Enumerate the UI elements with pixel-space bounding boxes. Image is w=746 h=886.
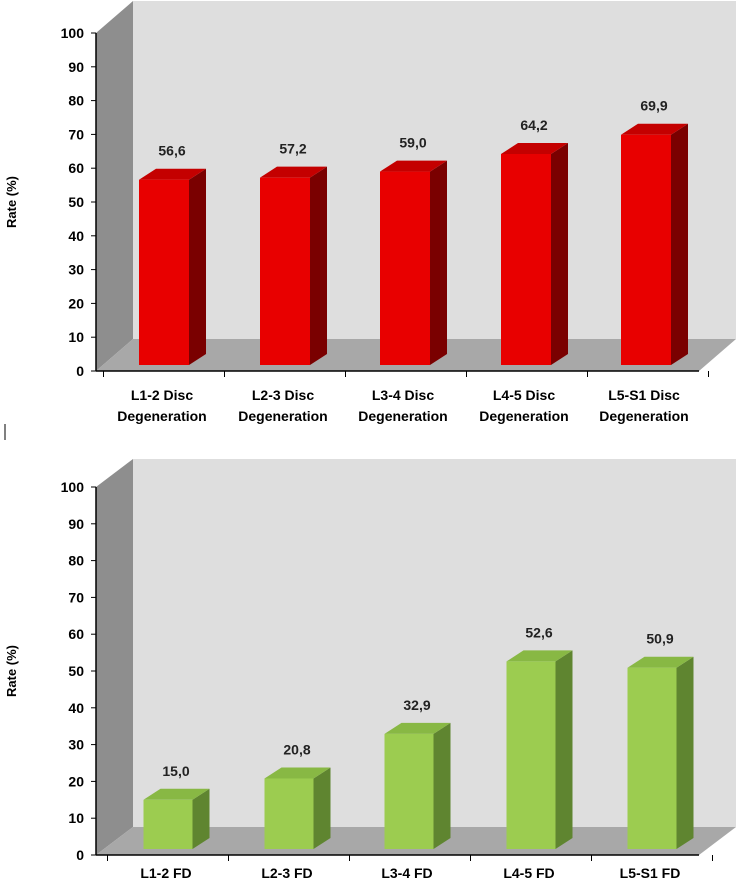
data-label: 50,9 bbox=[646, 631, 673, 647]
bar bbox=[627, 656, 694, 849]
bar-top bbox=[264, 767, 331, 779]
y-axis-label: Rate (%) bbox=[4, 176, 19, 228]
bar bbox=[384, 722, 451, 849]
y-tick-label: 50 bbox=[68, 194, 84, 210]
y-tick-label: 20 bbox=[68, 295, 84, 311]
y-tick-label: 100 bbox=[61, 25, 85, 41]
y-tick-label: 60 bbox=[68, 626, 84, 642]
y-tick-label: 90 bbox=[68, 516, 84, 532]
bar-side bbox=[313, 767, 331, 849]
data-label: 32,9 bbox=[403, 697, 430, 713]
disc-degeneration-chart: 0 10 20 30 40 50 60 70 80 90 100 Rate (%) 56,6 L1-2 D… bbox=[4, 1, 736, 424]
bar-side bbox=[192, 788, 210, 849]
data-label: 52,6 bbox=[525, 624, 552, 640]
x-tick-label: Degeneration bbox=[117, 408, 206, 424]
x-tick-label: Degeneration bbox=[358, 408, 447, 424]
x-tick-label: L1-2 FD bbox=[140, 865, 191, 881]
data-label: 15,0 bbox=[162, 763, 189, 779]
x-tick-label: L3-4 Disc bbox=[372, 387, 434, 403]
x-tick-label: Degeneration bbox=[599, 408, 688, 424]
bar-front bbox=[501, 154, 551, 365]
x-tick-label: L1-2 Disc bbox=[131, 387, 193, 403]
bar-side bbox=[430, 160, 447, 365]
y-tick-label: 40 bbox=[68, 700, 84, 716]
y-tick-label: 50 bbox=[68, 663, 84, 679]
bar-front bbox=[627, 667, 677, 849]
y-tick-label: 60 bbox=[68, 160, 84, 176]
x-tick-label: L2-3 FD bbox=[261, 865, 312, 881]
y-tick-label: 10 bbox=[68, 329, 84, 345]
bar-side bbox=[676, 656, 694, 849]
bar bbox=[143, 788, 210, 849]
data-label: 57,2 bbox=[279, 141, 306, 157]
y-tick-label: 90 bbox=[68, 59, 84, 75]
y-tick-label: 70 bbox=[68, 126, 84, 142]
data-label: 59,0 bbox=[399, 135, 426, 151]
bar-top bbox=[143, 788, 210, 800]
bar-front bbox=[260, 177, 310, 365]
y-tick-label: 30 bbox=[68, 262, 84, 278]
bar-top bbox=[506, 650, 573, 662]
bar-top bbox=[260, 166, 327, 178]
y-tick-label: 0 bbox=[76, 363, 84, 379]
y-tick-label: 20 bbox=[68, 773, 84, 789]
bar bbox=[380, 160, 447, 365]
bar-front bbox=[384, 733, 434, 849]
bar-front bbox=[621, 134, 671, 365]
bar-front bbox=[139, 179, 189, 365]
y-tick-label: 70 bbox=[68, 589, 84, 605]
x-tick-label: L5-S1 Disc bbox=[608, 387, 680, 403]
bar-side bbox=[310, 166, 327, 365]
bar-front bbox=[264, 778, 314, 849]
y-tick-label: 80 bbox=[68, 93, 84, 109]
bar-top bbox=[380, 160, 447, 172]
bar-top bbox=[501, 143, 568, 155]
bar-top bbox=[139, 168, 206, 180]
bar-side bbox=[555, 650, 573, 849]
bar-top bbox=[627, 656, 694, 668]
bar bbox=[506, 650, 573, 849]
bar-top bbox=[384, 722, 451, 734]
x-tick-label: Degeneration bbox=[238, 408, 327, 424]
y-tick-label: 30 bbox=[68, 737, 84, 753]
data-label: 56,6 bbox=[158, 143, 185, 159]
bar bbox=[501, 143, 568, 365]
y-tick-label: 10 bbox=[68, 810, 84, 826]
bar bbox=[139, 168, 206, 365]
bar bbox=[264, 767, 331, 849]
bar-front bbox=[380, 171, 430, 365]
data-label: 20,8 bbox=[283, 741, 310, 757]
bar-side bbox=[671, 123, 688, 365]
facet-degeneration-chart: 0 10 20 30 40 50 60 70 80 90 100 Rate (%) 15,0 L1-2 F… bbox=[4, 459, 736, 881]
bar-side bbox=[551, 143, 568, 365]
data-label: 69,9 bbox=[640, 98, 667, 114]
bar bbox=[621, 123, 688, 365]
x-tick-label: L5-S1 FD bbox=[620, 865, 681, 881]
bar-front bbox=[506, 661, 556, 849]
x-tick-label: L4-5 FD bbox=[503, 865, 554, 881]
y-axis-label: Rate (%) bbox=[4, 645, 19, 697]
x-tick-label: L3-4 FD bbox=[381, 865, 432, 881]
bar-side bbox=[433, 722, 451, 849]
y-tick-label: 100 bbox=[61, 479, 85, 495]
data-label: 64,2 bbox=[520, 117, 547, 133]
chart-back-wall bbox=[133, 459, 736, 827]
bar-top bbox=[621, 123, 688, 135]
y-tick-label: 0 bbox=[76, 847, 84, 863]
x-tick-label: L2-3 Disc bbox=[252, 387, 314, 403]
bar bbox=[260, 166, 327, 365]
chart-side-wall bbox=[96, 1, 133, 371]
bar-side bbox=[189, 168, 206, 365]
x-tick-label: Degeneration bbox=[479, 408, 568, 424]
chart-side-wall bbox=[96, 459, 133, 855]
bar-front bbox=[143, 799, 193, 849]
y-tick-label: 40 bbox=[68, 228, 84, 244]
x-tick-label: L4-5 Disc bbox=[493, 387, 555, 403]
y-tick-label: 80 bbox=[68, 553, 84, 569]
